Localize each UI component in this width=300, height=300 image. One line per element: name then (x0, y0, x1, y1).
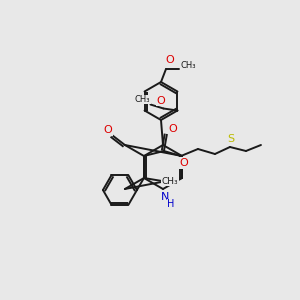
Text: N: N (161, 192, 169, 202)
Text: S: S (227, 134, 235, 144)
Text: CH₃: CH₃ (180, 61, 196, 70)
Text: O: O (169, 124, 177, 134)
Text: O: O (156, 95, 165, 106)
Text: O: O (103, 125, 112, 135)
Text: O: O (180, 158, 188, 168)
Text: H: H (167, 199, 175, 209)
Text: CH₃: CH₃ (135, 95, 150, 104)
Text: CH₃: CH₃ (162, 176, 178, 185)
Text: O: O (166, 55, 174, 65)
